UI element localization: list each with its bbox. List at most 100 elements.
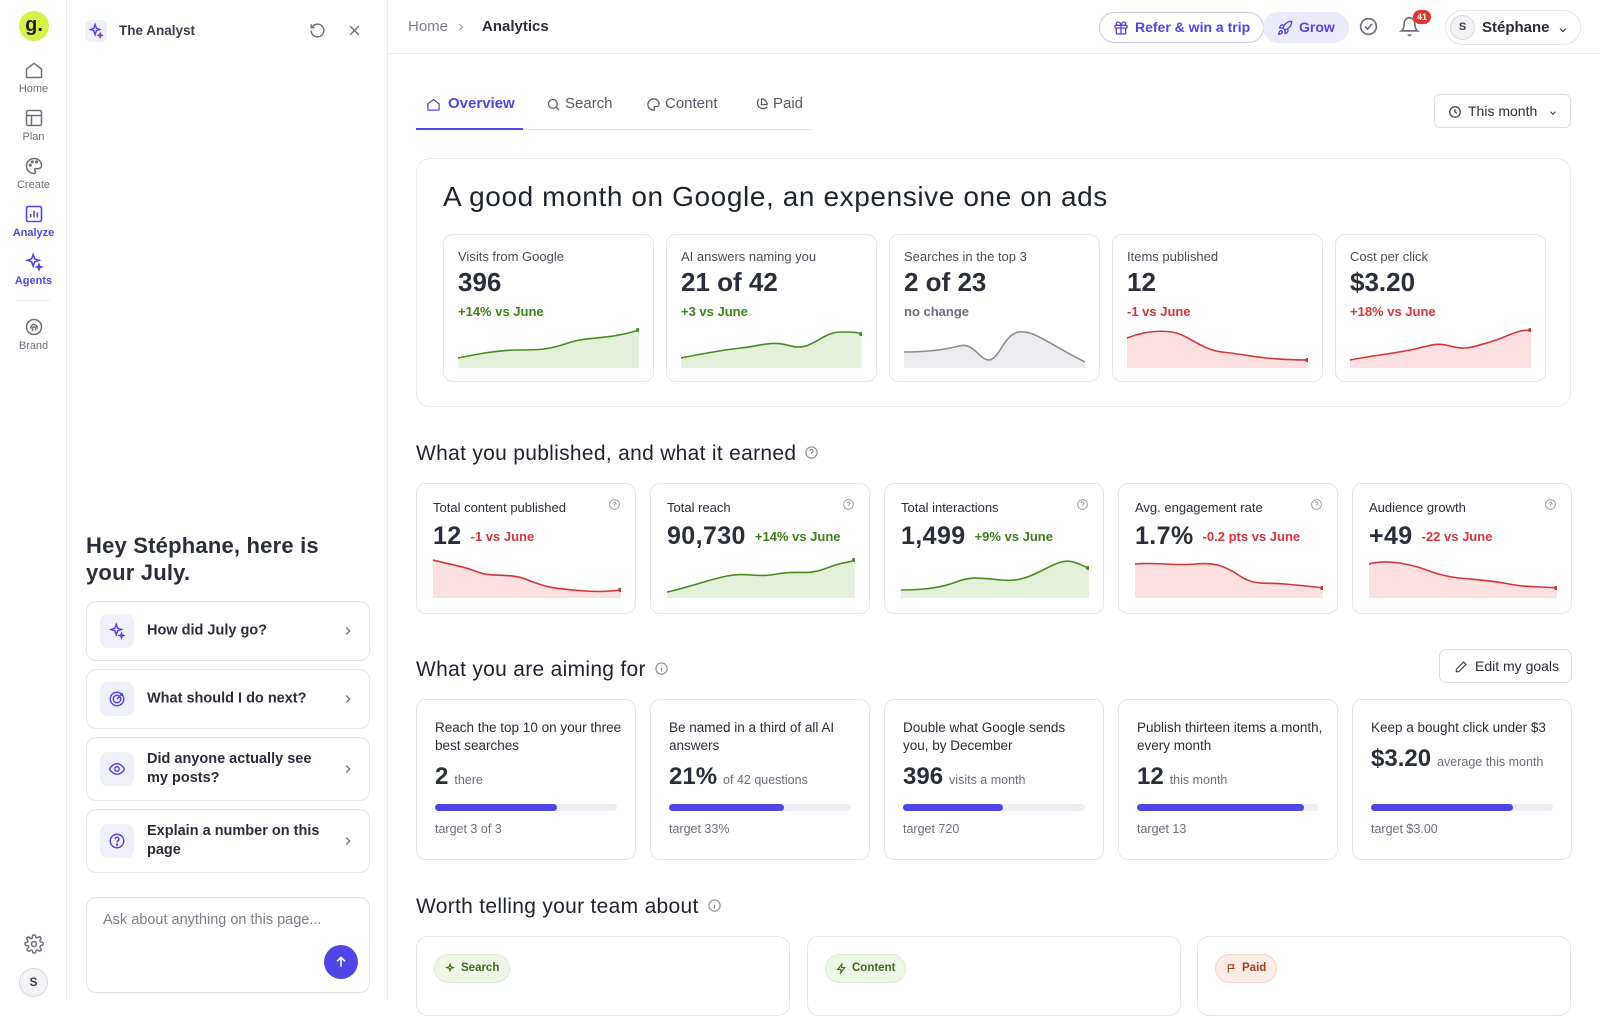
goal-card[interactable]: Reach the top 10 on your three best sear…: [416, 699, 636, 860]
suggestion-label: What should I do next?: [147, 690, 307, 707]
goal-card[interactable]: Double what Google sends you, by Decembe…: [884, 699, 1104, 860]
tab-search[interactable]: Search: [543, 92, 613, 130]
kpi-card[interactable]: Visits from Google 396 +14% vs June: [443, 234, 654, 382]
notification-badge: 41: [1413, 10, 1431, 24]
send-button[interactable]: [324, 945, 358, 979]
goal-unit: this month: [1169, 773, 1228, 787]
rail-item-home[interactable]: Home: [0, 60, 67, 95]
metric-card[interactable]: Total interactions 1,499 +9% vs June: [884, 483, 1104, 614]
goal-value-row: 21% of 42 questions: [669, 763, 808, 791]
settings-button[interactable]: [0, 934, 67, 954]
suggestion-icon-box: [100, 614, 134, 648]
metric-label: Total reach: [667, 500, 731, 515]
user-menu[interactable]: S Stéphane: [1445, 10, 1581, 45]
suggestion-icon-box: [100, 682, 134, 716]
metric-card[interactable]: Total reach 90,730 +14% vs June: [650, 483, 870, 614]
goal-value: 2: [435, 763, 449, 790]
story-tag-label: Search: [461, 962, 500, 974]
metric-card[interactable]: Avg. engagement rate 1.7% -0.2 pts vs Jun…: [1118, 483, 1338, 614]
grow-button[interactable]: Grow: [1263, 12, 1349, 43]
rail-item-label: Agents: [14, 275, 53, 287]
goal-value: $3.20: [1371, 745, 1432, 772]
goal-target: target 720: [903, 822, 960, 836]
section-heading: Worth telling your team about: [416, 895, 699, 918]
tab-paid[interactable]: Paid: [751, 92, 803, 130]
refer-button[interactable]: Refer & win a trip: [1099, 12, 1265, 43]
help-circle-icon[interactable]: [1544, 498, 1557, 511]
goal-progress-fill: [435, 804, 557, 811]
top-bar: Home Analytics Refer & win a trip Grow 41…: [388, 0, 1600, 54]
help-circle-icon[interactable]: [1076, 498, 1089, 511]
app-logo[interactable]: g.: [19, 11, 49, 41]
check-circle-icon[interactable]: [1358, 16, 1379, 37]
tab-overview[interactable]: Overview: [416, 92, 523, 130]
suggestion-what-next[interactable]: What should I do next?: [86, 669, 370, 729]
metric-card[interactable]: Total content published 12 -1 vs June: [416, 483, 636, 614]
sparkles-icon: [445, 963, 455, 973]
rail-item-plan[interactable]: Plan: [0, 108, 67, 143]
kpi-card[interactable]: Searches in the top 3 2 of 23 no change: [889, 234, 1100, 382]
goal-card[interactable]: Keep a bought click under $3 $3.20 averag…: [1352, 699, 1572, 860]
lightning-icon: [836, 963, 846, 974]
help-circle-icon[interactable]: [842, 498, 855, 511]
kpi-card[interactable]: Cost per click $3.20 +18% vs June: [1335, 234, 1546, 382]
grow-label: Grow: [1299, 19, 1335, 35]
suggestion-icon-box: [100, 824, 134, 858]
metric-value-row: 1,499 +9% vs June: [901, 522, 1053, 551]
metric-sparkline: [901, 560, 1089, 598]
suggestion-did-anyone-see[interactable]: Did anyone actually see my posts?: [86, 737, 370, 801]
bell-icon[interactable]: [1399, 16, 1420, 37]
close-icon[interactable]: [347, 23, 362, 38]
kpi-sparkline: [904, 331, 1085, 368]
metric-value: +49: [1369, 522, 1413, 550]
goal-card[interactable]: Publish thirteen items a month, every mo…: [1118, 699, 1338, 860]
goal-progress-fill: [669, 804, 784, 811]
suggestion-how-did-july-go[interactable]: How did July go?: [86, 601, 370, 661]
kpi-label: AI answers naming you: [681, 249, 817, 264]
info-icon[interactable]: [707, 898, 722, 913]
tab-content[interactable]: Content: [643, 92, 718, 130]
reset-icon[interactable]: [309, 22, 326, 39]
metric-delta: -22 vs June: [1421, 529, 1493, 544]
metric-label: Audience growth: [1369, 500, 1466, 515]
account-avatar[interactable]: S: [19, 968, 48, 997]
suggestion-explain-number[interactable]: Explain a number on this page: [86, 809, 370, 873]
chevron-right-icon: [345, 765, 351, 773]
metric-value-row: 12 -1 vs June: [433, 522, 534, 551]
goal-progress-fill: [1371, 804, 1513, 811]
metric-value-row: 1.7% -0.2 pts vs June: [1135, 522, 1300, 551]
kpi-delta: -1 vs June: [1127, 304, 1191, 319]
suggestion-label: How did July go?: [147, 622, 268, 639]
rail-item-brand[interactable]: Brand: [0, 317, 67, 352]
kpi-card[interactable]: AI answers naming you 21 of 42 +3 vs Jun…: [666, 234, 877, 382]
rail-item-agents[interactable]: Agents: [0, 252, 67, 287]
breadcrumb-home[interactable]: Home: [408, 18, 449, 35]
period-select[interactable]: This month: [1434, 94, 1571, 128]
kpi-card[interactable]: Items published 12 -1 vs June: [1112, 234, 1323, 382]
info-icon[interactable]: [654, 661, 669, 676]
rail-item-analyze[interactable]: Analyze: [0, 204, 67, 239]
goal-unit: average this month: [1437, 755, 1544, 769]
kpi-label: Visits from Google: [458, 249, 564, 264]
ask-input[interactable]: [103, 912, 343, 928]
story-card[interactable]: Content: [807, 936, 1181, 1016]
story-card[interactable]: Search: [416, 936, 790, 1016]
story-tag-label: Content: [852, 962, 896, 974]
story-card[interactable]: Paid: [1197, 936, 1571, 1016]
edit-goals-button[interactable]: Edit my goals: [1439, 649, 1572, 683]
goal-unit: there: [454, 773, 483, 787]
goal-target: target $3.00: [1371, 822, 1438, 836]
kpi-delta: no change: [904, 304, 970, 319]
goal-card[interactable]: Be named in a third of all AI answers 21…: [650, 699, 870, 860]
metric-value: 1.7%: [1135, 522, 1194, 550]
fingerprint-icon: [25, 318, 42, 336]
help-circle-icon[interactable]: [1310, 498, 1323, 511]
help-circle-icon[interactable]: [608, 498, 621, 511]
metric-delta: -1 vs June: [470, 529, 535, 544]
main-content: Home Analytics Refer & win a trip Grow 41…: [388, 0, 1600, 1016]
rail-item-create[interactable]: Create: [0, 156, 67, 191]
kpi-sparkline: [458, 328, 639, 368]
metric-card[interactable]: Audience growth +49 -22 vs June: [1352, 483, 1572, 614]
palette-icon: [647, 98, 660, 111]
help-circle-icon[interactable]: [804, 445, 819, 460]
